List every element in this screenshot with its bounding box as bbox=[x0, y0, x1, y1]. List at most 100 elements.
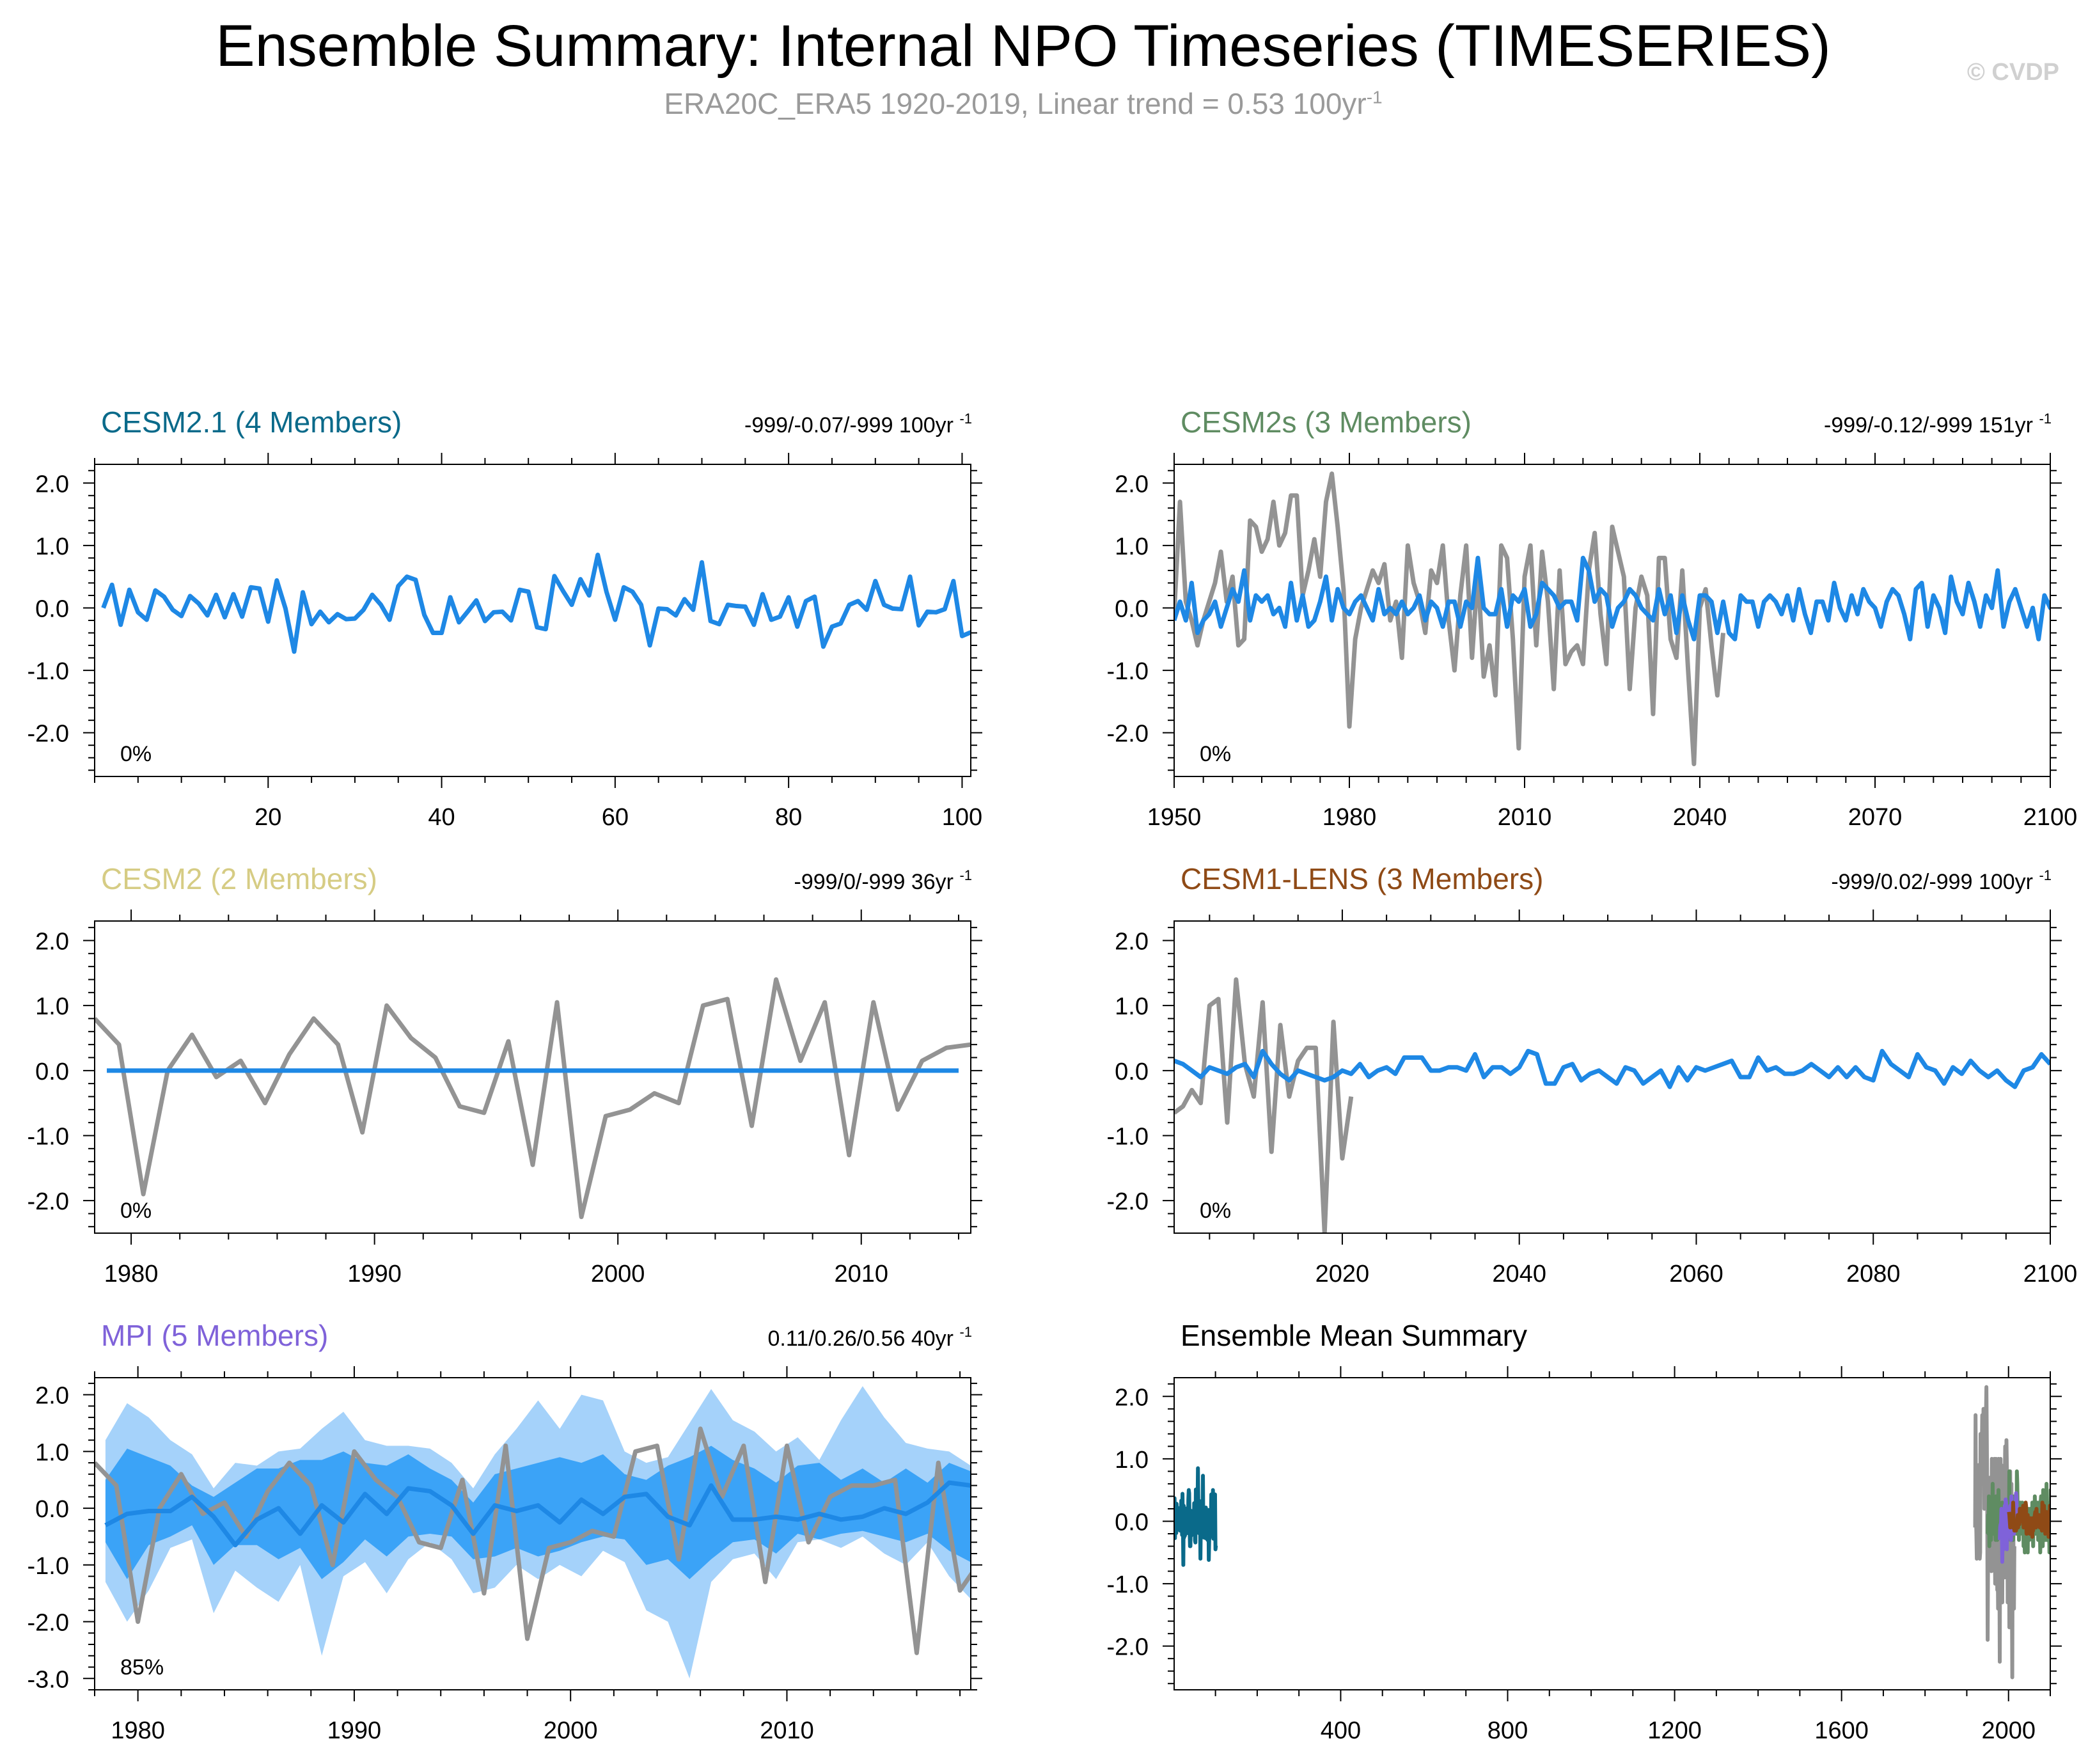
x-tick-label: 2060 bbox=[1669, 1261, 1723, 1288]
x-tick-label: 800 bbox=[1488, 1717, 1528, 1744]
x-tick-label: 20 bbox=[255, 804, 281, 831]
spread-band-inner bbox=[105, 1445, 971, 1579]
y-tick-label: -1.0 bbox=[1107, 658, 1149, 685]
x-tick-label: 2000 bbox=[591, 1261, 645, 1288]
trend-value: -999/0.02/-999 100yr bbox=[1831, 870, 2039, 894]
x-tick-label: 2080 bbox=[1846, 1261, 1901, 1288]
percent-label: 85% bbox=[120, 1655, 164, 1680]
data-layer-cesm2s bbox=[1174, 471, 2050, 766]
y-tick-label: -2.0 bbox=[1107, 1188, 1149, 1215]
data-layer-mpi bbox=[95, 1386, 971, 1679]
y-tick-label: -1.0 bbox=[1107, 1571, 1149, 1598]
y-tick-label: 0.0 bbox=[1115, 1509, 1149, 1536]
trend-exponent: -1 bbox=[2039, 411, 2052, 427]
x-tick-label: 2010 bbox=[760, 1717, 814, 1744]
trend-value: -999/-0.12/-999 151yr bbox=[1824, 413, 2039, 437]
x-tick-label: 1980 bbox=[111, 1717, 165, 1744]
y-tick-label: 2.0 bbox=[35, 1383, 69, 1410]
y-tick-label: -2.0 bbox=[1107, 721, 1149, 748]
y-tick-label: 0.0 bbox=[35, 1496, 69, 1523]
y-tick-label: 2.0 bbox=[35, 929, 69, 956]
x-tick-label: 2020 bbox=[1315, 1261, 1370, 1288]
subtitle-text: ERA20C_ERA5 1920-2019, Linear trend = 0.… bbox=[664, 87, 1367, 120]
x-tick-label: 400 bbox=[1321, 1717, 1361, 1744]
y-tick-label: 1.0 bbox=[35, 533, 69, 560]
y-tick-label: -1.0 bbox=[27, 1124, 69, 1151]
series-line-mean bbox=[1174, 1048, 2050, 1089]
series-line-obs bbox=[1174, 471, 1726, 766]
y-tick-label: 0.0 bbox=[35, 1059, 69, 1085]
series-line-obs bbox=[95, 977, 971, 1220]
plot-frame bbox=[1174, 1377, 2051, 1690]
copyright-label: © CVDP bbox=[1966, 59, 2059, 86]
x-tick-label: 40 bbox=[428, 804, 455, 831]
y-tick-label: 1.0 bbox=[35, 993, 69, 1020]
x-tick-label: 2000 bbox=[1981, 1717, 2036, 1744]
panel-title: CESM2 (2 Members) bbox=[101, 862, 377, 895]
y-tick-label: 0.0 bbox=[1115, 1059, 1149, 1085]
x-tick-label: 1200 bbox=[1647, 1717, 1702, 1744]
x-tick-label: 2010 bbox=[1498, 804, 1552, 831]
x-tick-label: 2000 bbox=[544, 1717, 598, 1744]
series-line-mean bbox=[1174, 555, 2050, 642]
trend-value: -999/-0.07/-999 100yr bbox=[744, 413, 959, 437]
percent-label: 0% bbox=[1200, 742, 1231, 766]
x-tick-label: 1980 bbox=[1323, 804, 1377, 831]
x-tick-label: 2040 bbox=[1673, 804, 1727, 831]
panel-title: CESM2.1 (4 Members) bbox=[101, 406, 402, 439]
y-tick-label: 1.0 bbox=[1115, 1447, 1149, 1474]
series-line-cesm2-1 bbox=[1174, 1466, 1218, 1567]
y-tick-label: -1.0 bbox=[1107, 1124, 1149, 1151]
y-tick-label: 2.0 bbox=[1115, 471, 1149, 498]
y-tick-label: 0.0 bbox=[1115, 595, 1149, 622]
series-line-obs bbox=[95, 1426, 971, 1655]
y-tick-label: -2.0 bbox=[27, 1610, 69, 1637]
panel-cesm1lens: 2.0 1.0 0.0 -1.0 -2.0 2020 2040 2060 2080 2100 CES… bbox=[1107, 862, 2078, 1288]
trend-exponent: -1 bbox=[959, 1324, 972, 1340]
panel-mpi: 2.0 1.0 0.0 -1.0 -2.0 -3.0 1980 1990 2000 2010 MPI… bbox=[27, 1319, 982, 1744]
plot-frame bbox=[94, 1377, 971, 1690]
x-tick-label: 2100 bbox=[2023, 804, 2078, 831]
trend-label: 0.11/0.26/0.56 40yr -1 bbox=[768, 1324, 973, 1351]
panel-cesm2: 2.0 1.0 0.0 -1.0 -2.0 1980 1990 2000 2010 CESM2 (… bbox=[27, 862, 982, 1288]
trend-label: -999/-0.12/-999 151yr -1 bbox=[1824, 411, 2052, 437]
trend-label: -999/0.02/-999 100yr -1 bbox=[1831, 867, 2052, 894]
y-tick-label: -2.0 bbox=[1107, 1634, 1149, 1661]
plot-frame bbox=[94, 464, 971, 777]
y-tick-label: 2.0 bbox=[1115, 929, 1149, 956]
percent-label: 0% bbox=[120, 742, 152, 766]
x-tick-label: 2040 bbox=[1492, 1261, 1546, 1288]
panel-title: MPI (5 Members) bbox=[101, 1319, 328, 1352]
x-tick-label: 100 bbox=[942, 804, 982, 831]
trend-value: 0.11/0.26/0.56 40yr bbox=[768, 1327, 960, 1351]
y-tick-label: -1.0 bbox=[27, 1553, 69, 1580]
x-tick-label: 2070 bbox=[1848, 804, 1903, 831]
trend-value: -999/0/-999 36yr bbox=[794, 870, 960, 894]
x-tick-label: 2010 bbox=[834, 1261, 888, 1288]
x-tick-label: 1950 bbox=[1147, 804, 1202, 831]
trend-label: -999/0/-999 36yr -1 bbox=[794, 867, 973, 894]
trend-label: -999/-0.07/-999 100yr -1 bbox=[744, 411, 972, 437]
subtitle-units-exponent: -1 bbox=[1366, 87, 1383, 107]
x-tick-label: 1990 bbox=[347, 1261, 402, 1288]
y-tick-label: 1.0 bbox=[1115, 993, 1149, 1020]
y-tick-label: -2.0 bbox=[27, 1188, 69, 1215]
panel-title: Ensemble Mean Summary bbox=[1181, 1319, 1527, 1352]
trend-exponent: -1 bbox=[959, 867, 972, 883]
plot-frame bbox=[1174, 920, 2051, 1234]
y-tick-label: -3.0 bbox=[27, 1666, 69, 1693]
series-line-cesm1-lens bbox=[2007, 1500, 2050, 1539]
data-layer-summary bbox=[1174, 1385, 2050, 1680]
series-line-mean bbox=[104, 1480, 971, 1548]
y-tick-label: 1.0 bbox=[35, 1439, 69, 1466]
panel-cesm2s: 2.0 1.0 0.0 -1.0 -2.0 1950 1980 2010 2040 2070 210… bbox=[1107, 406, 2078, 831]
y-tick-label: 2.0 bbox=[35, 471, 69, 498]
panel-title: CESM1-LENS (3 Members) bbox=[1181, 862, 1543, 895]
panel-summary: 2.0 1.0 0.0 -1.0 -2.0 400 800 1200 1600 2000 Ensem… bbox=[1107, 1319, 2062, 1744]
page-subtitle: ERA20C_ERA5 1920-2019, Linear trend = 0.… bbox=[0, 86, 2046, 121]
y-tick-label: -2.0 bbox=[27, 721, 69, 748]
x-tick-label: 1600 bbox=[1814, 1717, 1869, 1744]
data-layer-cesm2 bbox=[95, 977, 971, 1220]
x-tick-label: 60 bbox=[602, 804, 629, 831]
y-tick-label: 2.0 bbox=[1115, 1384, 1149, 1411]
